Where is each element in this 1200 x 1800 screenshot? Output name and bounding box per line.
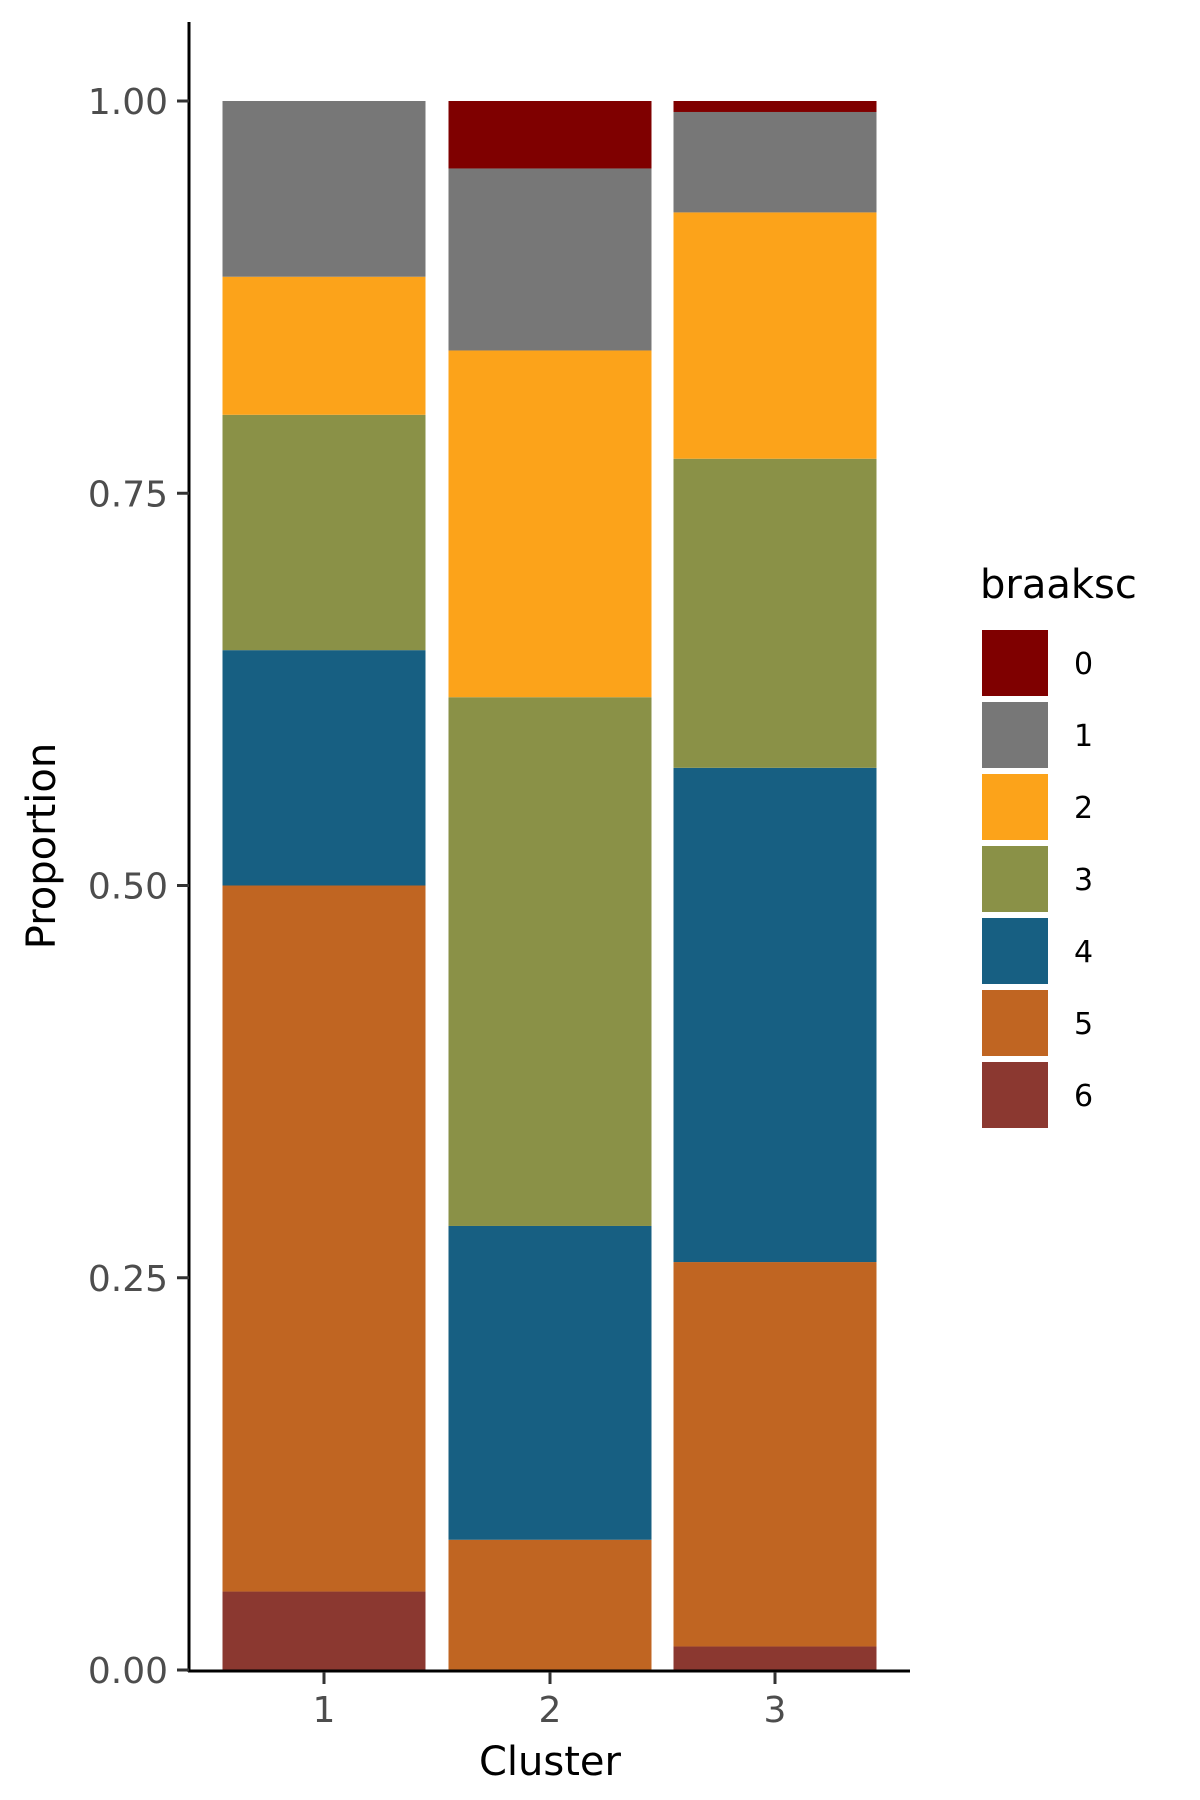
bar-cluster-1-braaksc-5	[222, 885, 426, 1592]
bar-cluster-3-braaksc-1	[673, 111, 877, 213]
bar-cluster-1-braaksc-4	[222, 650, 426, 886]
legend: braaksc 0 1 2 3 4 5 6	[980, 562, 1137, 1128]
bar-cluster-2-braaksc-0	[448, 101, 652, 169]
y-tick-label: 1.00	[88, 82, 168, 123]
legend-key-2	[982, 774, 1048, 840]
y-tick-label: 0.50	[88, 867, 168, 908]
legend-label-4: 4	[1074, 935, 1093, 970]
bar-cluster-3-braaksc-0	[673, 101, 877, 112]
legend-key-5	[982, 990, 1048, 1056]
y-tick-label: 0.75	[88, 474, 168, 515]
legend-label-3: 3	[1074, 863, 1093, 898]
legend-key-0	[982, 630, 1048, 696]
legend-label-1: 1	[1074, 719, 1093, 754]
y-axis-title: Proportion	[19, 743, 65, 949]
bar-cluster-1-braaksc-1	[222, 101, 426, 277]
y-ticks-group: 0.00 0.25 0.50 0.75 1.00	[88, 82, 189, 1692]
bar-cluster-2-braaksc-1	[448, 168, 652, 351]
bar-cluster-3-braaksc-4	[673, 767, 877, 1263]
bar-cluster-2-braaksc-3	[448, 697, 652, 1226]
x-tick-label: 1	[313, 1690, 336, 1731]
bar-cluster-2-braaksc-4	[448, 1225, 652, 1540]
legend-label-6: 6	[1074, 1079, 1093, 1114]
y-tick-label: 0.25	[88, 1259, 168, 1300]
bar-cluster-1-braaksc-6	[222, 1591, 426, 1670]
x-tick-label: 3	[764, 1690, 787, 1731]
legend-key-1	[982, 702, 1048, 768]
legend-key-3	[982, 846, 1048, 912]
legend-label-0: 0	[1074, 647, 1093, 682]
bar-cluster-3-braaksc-6	[673, 1646, 877, 1670]
x-tick-label: 2	[539, 1690, 562, 1731]
bar-cluster-2-braaksc-2	[448, 350, 652, 698]
y-tick-label: 0.00	[88, 1651, 168, 1692]
bar-cluster-1-braaksc-2	[222, 276, 426, 415]
bar-cluster-3-braaksc-2	[673, 212, 877, 459]
legend-label-2: 2	[1074, 791, 1093, 826]
bar-cluster-3-braaksc-3	[673, 458, 877, 768]
legend-title: braaksc	[980, 562, 1137, 608]
bar-cluster-2-braaksc-5	[448, 1539, 652, 1670]
bar-cluster-1-braaksc-3	[222, 414, 426, 651]
bar-cluster-3-braaksc-5	[673, 1262, 877, 1647]
legend-label-5: 5	[1074, 1007, 1093, 1042]
legend-key-6	[982, 1062, 1048, 1128]
legend-key-4	[982, 918, 1048, 984]
x-axis-title: Cluster	[479, 1739, 622, 1785]
bars-group	[222, 101, 877, 1670]
x-ticks-group: 1 2 3	[313, 1672, 787, 1731]
